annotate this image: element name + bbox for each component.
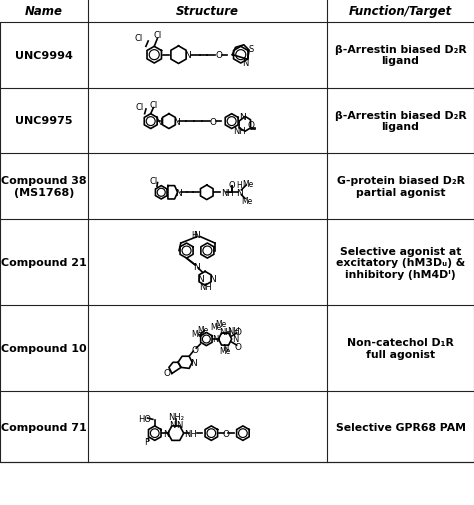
Text: Structure: Structure	[176, 5, 239, 18]
Text: N: N	[173, 117, 180, 126]
Text: NH: NH	[221, 188, 234, 197]
Text: N: N	[184, 51, 191, 60]
Text: NH: NH	[184, 429, 197, 438]
Text: N: N	[209, 274, 216, 283]
Text: O: O	[228, 181, 235, 189]
Text: S: S	[248, 45, 253, 54]
Text: O: O	[223, 429, 229, 438]
Text: F: F	[144, 437, 149, 445]
Text: Cl: Cl	[149, 100, 157, 110]
Text: Cl: Cl	[150, 176, 158, 185]
Text: Me: Me	[242, 179, 254, 188]
Text: O: O	[235, 327, 242, 336]
Text: N: N	[176, 420, 183, 429]
Text: NH₂: NH₂	[168, 413, 184, 421]
Text: Me: Me	[191, 329, 202, 338]
Text: Me: Me	[210, 322, 221, 331]
Text: N: N	[164, 429, 170, 438]
Text: Compound 71: Compound 71	[1, 422, 87, 432]
Text: N: N	[169, 420, 175, 429]
Text: O: O	[215, 51, 222, 60]
Text: Me: Me	[219, 346, 231, 356]
Text: N: N	[193, 231, 201, 240]
Text: O: O	[191, 345, 198, 355]
Text: Selective GPR68 PAM: Selective GPR68 PAM	[336, 422, 465, 432]
Text: N: N	[212, 334, 219, 343]
Text: β-Arrestin biased D₂R
ligand: β-Arrestin biased D₂R ligand	[335, 111, 466, 132]
Text: N: N	[155, 117, 162, 126]
Text: Compound 10: Compound 10	[1, 343, 87, 354]
Text: Compound 21: Compound 21	[1, 258, 87, 268]
Text: Cl: Cl	[153, 31, 162, 40]
Text: NH: NH	[219, 327, 231, 336]
Text: O: O	[210, 117, 217, 126]
Text: H: H	[191, 231, 197, 240]
Text: G-protein biased D₂R
partial agonist: G-protein biased D₂R partial agonist	[337, 176, 465, 197]
Text: O: O	[235, 342, 242, 351]
Text: Selective agonist at
excitatory (hM3Dᵤ) &
inhibitory (hM4Dᴵ): Selective agonist at excitatory (hM3Dᵤ) …	[336, 246, 465, 279]
Text: O: O	[164, 368, 170, 377]
Text: NH: NH	[199, 283, 211, 292]
Text: NH: NH	[233, 127, 246, 136]
Text: UNC9994: UNC9994	[15, 50, 73, 61]
Text: Cl: Cl	[135, 34, 143, 43]
Text: β-Arrestin biased D₂R
ligand: β-Arrestin biased D₂R ligand	[335, 45, 466, 66]
Text: Compound 38
(MS1768): Compound 38 (MS1768)	[1, 176, 87, 197]
Text: N: N	[232, 334, 238, 343]
Text: O: O	[248, 121, 255, 130]
Text: N: N	[175, 188, 182, 197]
Text: N: N	[239, 113, 246, 122]
Text: N: N	[236, 188, 243, 197]
Text: N: N	[222, 343, 228, 352]
Text: UNC9975: UNC9975	[15, 116, 73, 126]
Text: Name: Name	[25, 5, 63, 18]
Text: Me: Me	[215, 320, 227, 329]
Text: N: N	[198, 274, 204, 283]
Text: N: N	[242, 59, 248, 68]
Text: Function/Target: Function/Target	[349, 5, 452, 18]
Text: N: N	[191, 358, 197, 367]
Text: HO: HO	[138, 414, 151, 423]
Text: N: N	[193, 263, 200, 272]
Text: Me: Me	[197, 326, 209, 335]
Bar	[0, 0, 474, 23]
Text: Me: Me	[241, 196, 253, 205]
Text: Non-catechol D₁R
full agonist: Non-catechol D₁R full agonist	[347, 338, 454, 359]
Text: NH: NH	[228, 326, 240, 335]
Text: H: H	[237, 181, 242, 189]
Text: Cl: Cl	[136, 103, 144, 112]
